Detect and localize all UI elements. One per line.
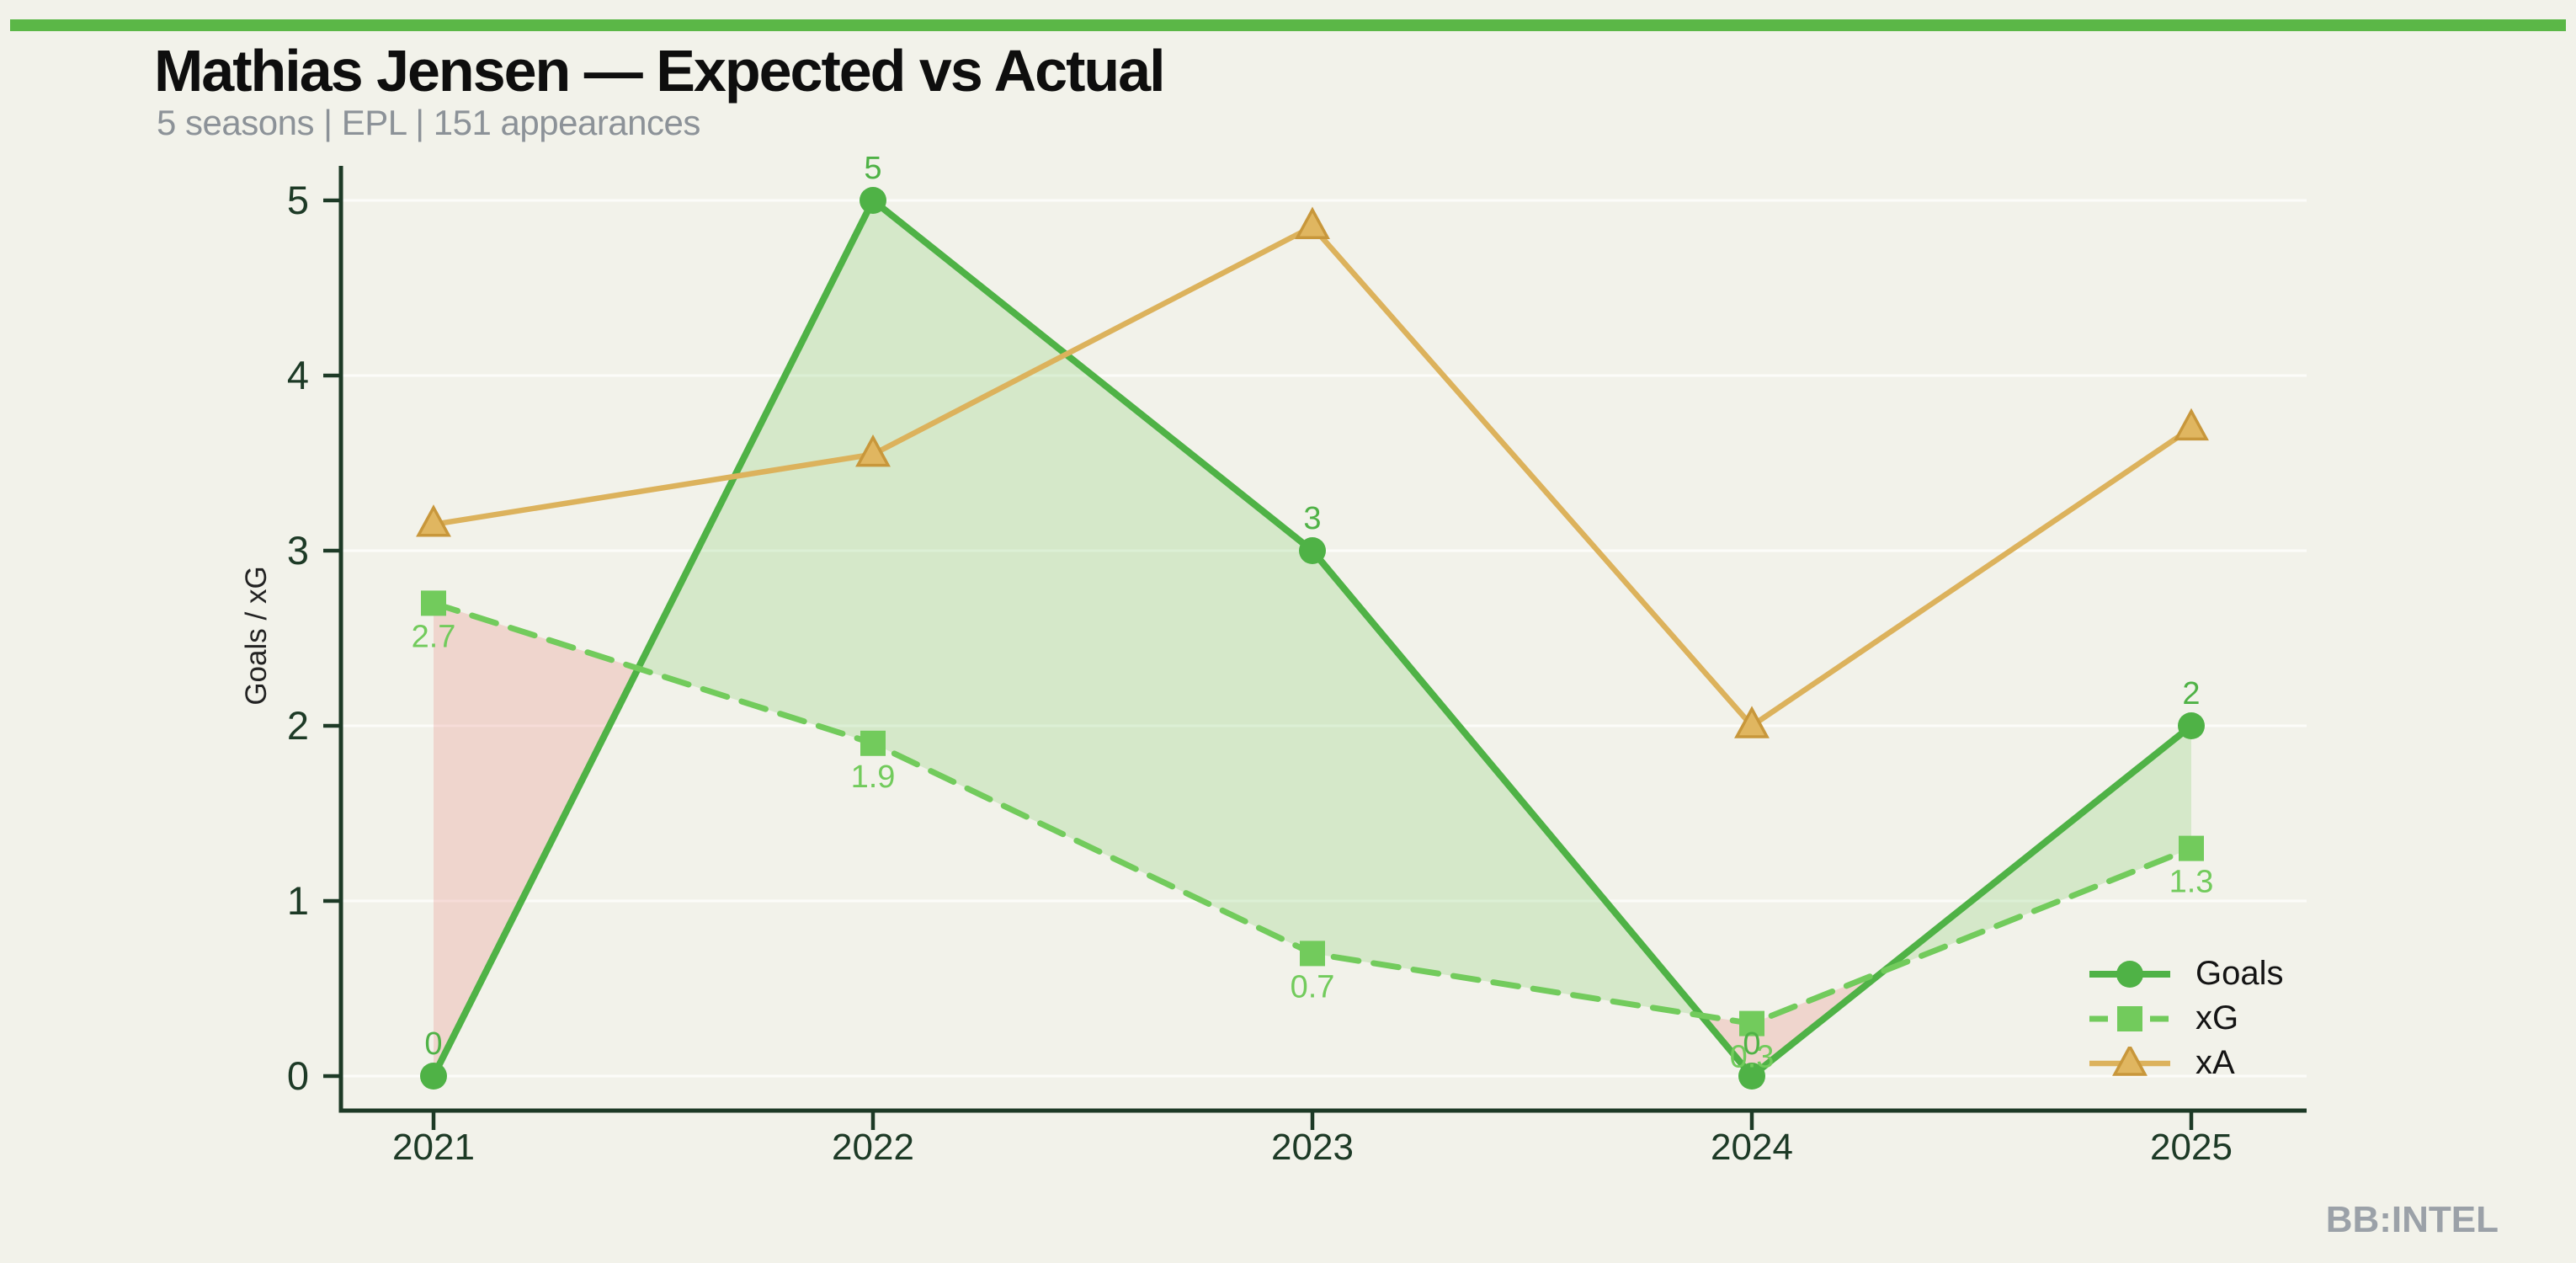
xa-point-marker <box>2112 1046 2148 1076</box>
goals-point-marker <box>2178 712 2205 739</box>
goals-point-label: 2 <box>2182 676 2200 711</box>
goals-point-marker <box>860 187 886 214</box>
goals-point-marker <box>420 1063 447 1090</box>
legend-item-xg: xG <box>2086 996 2284 1041</box>
legend: Goals xG xA <box>2086 951 2284 1085</box>
xg-point-label: 1.9 <box>851 759 896 795</box>
legend-label: xA <box>2195 1044 2235 1081</box>
goals-point-label: 5 <box>864 151 881 186</box>
xg-point-marker <box>1739 1010 1764 1037</box>
y-tick-label: 4 <box>287 353 309 397</box>
xg-point-label: 0.3 <box>1730 1040 1775 1075</box>
y-tick-label: 1 <box>287 878 309 923</box>
legend-swatch <box>2089 1046 2170 1076</box>
legend-swatch <box>2089 960 2170 988</box>
goals-point-label: 0 <box>424 1026 442 1062</box>
xg-point-marker <box>2179 835 2204 861</box>
y-tick-label: 3 <box>287 528 309 573</box>
goals-point-marker <box>1299 537 1326 564</box>
page-subtitle: 5 seasons | EPL | 151 appearances <box>157 103 700 142</box>
x-tick-label: 2025 <box>2150 1127 2233 1168</box>
goals-point-label: 3 <box>1303 501 1321 536</box>
xg-point-marker <box>421 590 446 616</box>
watermark: BB:INTEL <box>2325 1199 2499 1240</box>
goals-point-marker <box>2116 960 2143 988</box>
x-tick-label: 2021 <box>392 1127 475 1168</box>
xg-point-label: 1.3 <box>2169 865 2214 900</box>
xa-point-marker <box>855 434 891 467</box>
xg-point-label: 0.7 <box>1291 969 1335 1005</box>
legend-item-goals: Goals <box>2086 951 2284 996</box>
fill-xg-over-goals <box>1700 971 1884 1076</box>
xg-point-marker <box>1300 941 1325 967</box>
y-tick-label: 5 <box>287 178 309 222</box>
y-tick-label: 0 <box>287 1053 309 1098</box>
goals-point-marker <box>1738 1063 1765 1090</box>
x-tick-label: 2023 <box>1271 1127 1354 1168</box>
fill-goals-over-xg <box>638 200 1701 1015</box>
xa-point-marker <box>1734 706 1770 738</box>
xg-point-marker <box>2117 1005 2142 1031</box>
x-tick-label: 2022 <box>832 1127 914 1168</box>
legend-item-xa: xA <box>2086 1041 2284 1085</box>
legend-label: Goals <box>2195 955 2284 992</box>
x-tick-label: 2024 <box>1711 1127 1793 1168</box>
top-accent-bar <box>10 19 2566 31</box>
xg-point-label: 2.7 <box>412 619 456 654</box>
xa-point-marker <box>2174 408 2209 441</box>
goals-point-label: 0 <box>1743 1026 1760 1062</box>
legend-swatch <box>2089 1005 2170 1031</box>
legend-label: xG <box>2195 999 2239 1037</box>
xa-point-marker <box>416 504 451 537</box>
xg-point-marker <box>860 730 886 756</box>
fill-xg-over-goals <box>434 603 638 1076</box>
xa-point-marker <box>1295 206 1330 239</box>
page-title: Mathias Jensen — Expected vs Actual <box>154 38 1166 104</box>
y-tick-label: 2 <box>287 703 309 748</box>
